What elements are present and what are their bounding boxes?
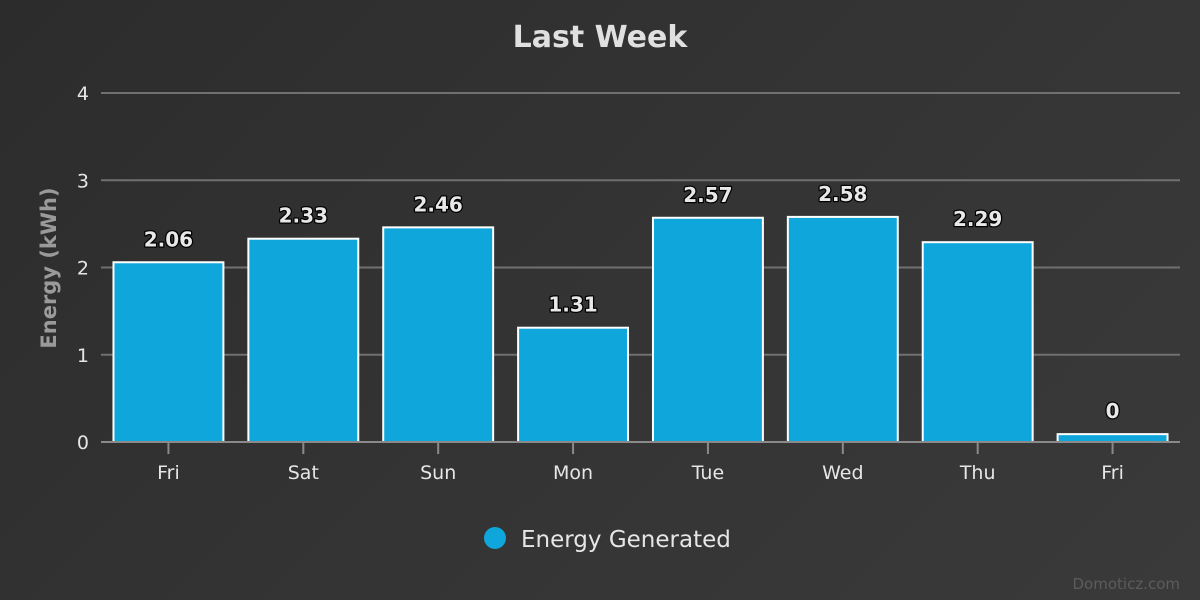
x-tick-label: Wed [822,462,863,484]
y-axis-ticks: 0 1 2 3 4 [77,83,89,454]
bar[interactable] [1056,433,1169,443]
bars [112,215,1169,444]
legend-marker [484,527,506,549]
data-label: 0 [1106,399,1120,423]
credits-link[interactable]: Domoticz.com [1073,575,1181,593]
bar[interactable] [651,216,764,443]
bar[interactable] [382,226,495,443]
legend[interactable]: Energy Generated [484,527,731,553]
data-labels: 2.06 2.33 2.46 1.31 2.57 2.58 2.29 0 [143,181,1121,425]
data-label: 2.06 [144,227,193,251]
bar[interactable] [921,241,1034,443]
y-tick-label: 0 [77,432,89,454]
data-label: 2.57 [683,183,732,207]
x-tick-label: Tue [691,462,724,484]
data-label: 2.58 [818,182,867,206]
x-axis: Fri Sat Sun Mon Tue Wed Thu Fri [101,441,1180,484]
data-label: 1.31 [548,293,597,317]
x-tick-label: Thu [959,462,996,484]
y-tick-label: 4 [77,83,89,105]
x-tick-label: Fri [157,462,180,484]
x-tick-label: Sat [288,462,319,484]
y-axis-title: Energy (kWh) [37,187,61,348]
x-tick-label: Fri [1101,462,1124,484]
bar[interactable] [247,237,360,443]
bar[interactable] [112,261,225,444]
y-tick-label: 2 [77,258,89,280]
data-label: 2.46 [414,192,463,216]
chart-title: Last Week [513,20,689,55]
data-label: 2.29 [953,207,1002,231]
x-tick-label: Mon [553,462,593,484]
bar[interactable] [786,215,899,443]
bar[interactable] [517,326,630,444]
y-tick-label: 1 [77,345,89,367]
legend-label[interactable]: Energy Generated [521,527,731,553]
data-label: 2.33 [279,204,328,228]
y-tick-label: 3 [77,170,89,192]
x-tick-label: Sun [420,462,456,484]
